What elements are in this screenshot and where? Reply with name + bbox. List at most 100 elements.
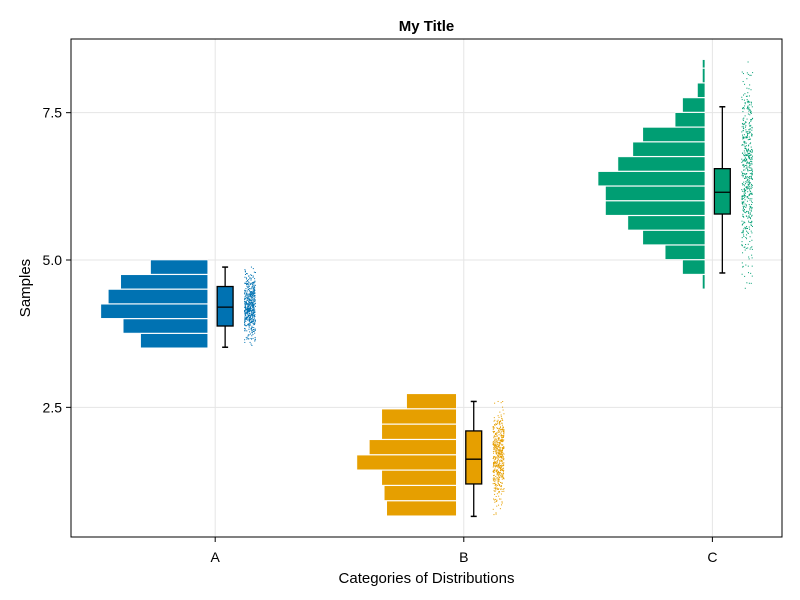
scatter-point (498, 438, 500, 440)
scatter-point (247, 323, 249, 325)
scatter-point (497, 472, 499, 474)
scatter-point (500, 440, 502, 442)
scatter-point (497, 454, 499, 456)
scatter-point (492, 478, 494, 480)
scatter-point (252, 308, 254, 310)
scatter-point (500, 450, 502, 452)
scatter-point (248, 303, 250, 305)
scatter-point (492, 426, 494, 428)
scatter-point (493, 437, 495, 439)
scatter-point (248, 312, 250, 314)
scatter-point (248, 304, 250, 306)
scatter-point (742, 266, 744, 268)
scatter-point (743, 164, 745, 166)
scatter-point (494, 468, 496, 470)
scatter-point (246, 312, 248, 314)
scatter-point (248, 316, 250, 318)
scatter-point (250, 277, 252, 279)
scatter-point (498, 450, 500, 452)
scatter-point (494, 402, 496, 404)
scatter-point (249, 322, 251, 324)
scatter-point (502, 426, 504, 428)
scatter-point (746, 134, 748, 136)
scatter-point (246, 303, 248, 305)
scatter-point (501, 428, 503, 430)
scatter-point (493, 427, 495, 429)
scatter-point (500, 474, 502, 476)
scatter-point (254, 300, 256, 302)
scatter-point (254, 320, 256, 322)
scatter-point (503, 490, 505, 492)
scatter-point (745, 126, 747, 128)
scatter-point (748, 156, 750, 158)
scatter-point (254, 332, 256, 334)
scatter-point (751, 157, 753, 159)
scatter-point (744, 93, 746, 95)
histogram-bar (642, 127, 706, 142)
scatter-point (502, 435, 504, 437)
scatter-point (496, 469, 498, 471)
scatter-point (245, 304, 247, 306)
scatter-point (747, 131, 749, 133)
scatter-point (502, 455, 504, 457)
scatter-point (749, 114, 751, 116)
scatter-point (254, 314, 256, 316)
scatter-point (245, 288, 247, 290)
scatter-point (746, 118, 748, 120)
scatter-point (495, 466, 497, 468)
scatter-point (496, 432, 498, 434)
scatter-point (494, 425, 496, 427)
scatter-point (246, 278, 248, 280)
scatter-point (244, 327, 246, 329)
scatter-point (747, 231, 749, 233)
scatter-point (249, 288, 251, 290)
scatter-point (493, 480, 495, 482)
scatter-point (254, 292, 256, 294)
scatter-point (501, 449, 503, 451)
scatter-point (742, 118, 744, 120)
scatter-point (501, 437, 503, 439)
histogram-bar (107, 289, 209, 304)
scatter-point (745, 228, 747, 230)
scatter-point (741, 171, 743, 173)
histogram-bar (381, 408, 457, 425)
scatter-point (498, 423, 500, 425)
scatter-point (743, 126, 745, 128)
y-axis-label: Samples (17, 259, 34, 317)
scatter-point (501, 482, 503, 484)
scatter-point (747, 243, 749, 245)
scatter-point (749, 154, 751, 156)
scatter-point (499, 450, 501, 452)
scatter-point (742, 173, 744, 175)
scatter-point (744, 275, 746, 277)
scatter-point (250, 333, 252, 335)
scatter-point (254, 292, 256, 294)
scatter-point (251, 302, 253, 304)
scatter-point (746, 180, 748, 182)
scatter-point (250, 302, 252, 304)
scatter-point (741, 158, 743, 160)
scatter-point (498, 449, 500, 451)
scatter-point (253, 271, 255, 273)
scatter-point (503, 459, 505, 461)
scatter-point (253, 330, 255, 332)
scatter-point (744, 123, 746, 125)
histogram-bar (356, 454, 457, 471)
histogram-bar (150, 259, 209, 275)
scatter-point (749, 209, 751, 211)
scatter-point (249, 324, 251, 326)
scatter-point (747, 148, 749, 150)
scatter-point (499, 448, 501, 450)
scatter-point (745, 227, 747, 229)
scatter-point (749, 228, 751, 230)
scatter-point (750, 163, 752, 165)
histogram-bar (702, 68, 706, 83)
scatter-point (743, 94, 745, 96)
scatter-point (748, 122, 750, 124)
scatter-point (250, 316, 252, 318)
scatter-point (254, 314, 256, 316)
scatter-point (744, 152, 746, 154)
scatter-point (496, 443, 498, 445)
scatter-point (501, 418, 503, 420)
scatter-point (500, 434, 502, 436)
